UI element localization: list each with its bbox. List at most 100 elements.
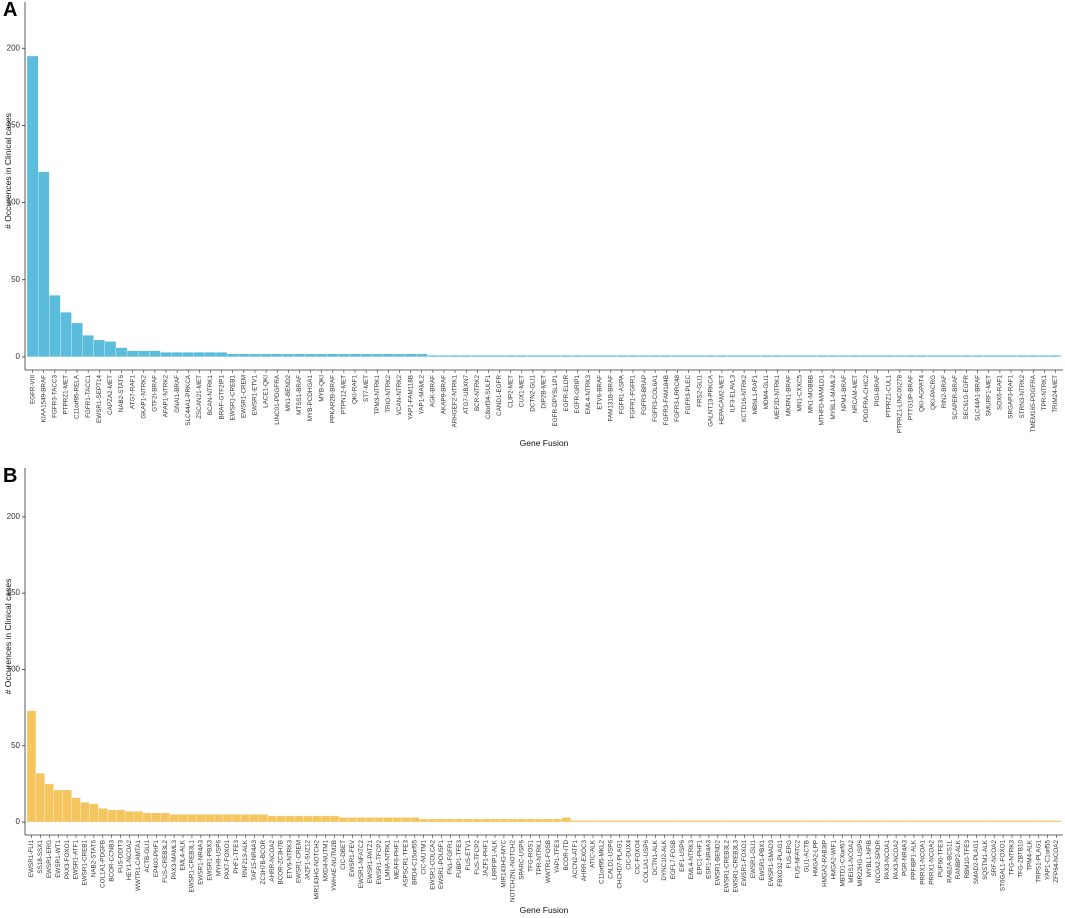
bar <box>882 820 892 823</box>
x-tick-label: YAP1-MAML2 <box>418 375 425 415</box>
x-tick-label: EWSR1-GLI1 <box>750 840 757 879</box>
x-tick-label: PHF1-TFE3 <box>233 840 240 874</box>
bar <box>258 814 268 823</box>
x-tick-label: NOTCH2NL-NOTCH2 <box>509 840 516 902</box>
bar <box>393 353 406 358</box>
bar <box>980 820 990 823</box>
x-tick-label: FBXO32-PLAG1 <box>777 840 784 887</box>
bar <box>682 355 695 358</box>
bar <box>802 820 812 823</box>
x-tick-label: EWSR1-CREB1 <box>229 375 236 421</box>
bar <box>757 820 768 823</box>
bar <box>371 353 383 358</box>
x-tick-label: GLI1-ACTB <box>804 840 811 873</box>
bar <box>659 820 669 823</box>
x-tick-label: TFG-NTRK3 <box>1009 840 1016 876</box>
x-tick-label: HEPACAM2-MET <box>719 375 726 425</box>
bar <box>214 814 224 823</box>
x-tick-label: EWSR1-PBX1 <box>759 840 766 881</box>
x-tick-label: FGFR3-LRRC48 <box>674 375 681 422</box>
bar <box>722 820 732 823</box>
bar <box>126 350 139 358</box>
x-tick-label: EWSR1-COLCA2 <box>429 840 436 890</box>
bar <box>62 789 72 823</box>
x-tick-label: EGFL7-FOSB <box>670 840 677 879</box>
bar <box>649 355 661 358</box>
bar <box>404 353 417 358</box>
bar <box>182 352 194 358</box>
bar <box>504 355 517 358</box>
bar <box>534 818 545 823</box>
y-tick-label: 0 <box>16 352 21 361</box>
x-tick-label: ZSCAN21-MET <box>196 375 203 419</box>
bar <box>445 818 456 823</box>
bar <box>579 820 589 823</box>
bar <box>472 818 482 823</box>
bar <box>1043 820 1053 823</box>
x-tick-label: FGFR3-BRAP <box>641 375 648 415</box>
bar <box>410 817 420 823</box>
y-tick-label: 50 <box>11 275 20 284</box>
x-tick-label: HEY1-NCOA2 <box>126 840 133 881</box>
bar <box>427 818 438 823</box>
bar <box>482 355 495 358</box>
x-tick-label: COL1A1-USP6 <box>643 840 650 883</box>
x-tick-label: EWSR1-CREB1 <box>82 840 89 886</box>
bar <box>392 817 402 823</box>
bar <box>1007 820 1017 823</box>
x-tick-label: EWSR1-CREB3L1 <box>189 840 196 893</box>
x-tick-label: TFG-ZBTB10 <box>1018 840 1025 878</box>
x-tick-label: EGFR-ELDR <box>563 375 570 412</box>
x-tick-label: SLC44A1-BRAF <box>974 375 981 421</box>
bar <box>805 355 817 358</box>
x-tick-label: WWTR1-FOSB <box>545 840 552 883</box>
x-tick-label: HMGA2-LPP <box>813 840 820 876</box>
bar <box>517 818 527 823</box>
x-tick-label: EWSR1-FLI1 <box>28 840 35 878</box>
bar <box>303 815 313 823</box>
x-tick-label: NAB2-STAT6 <box>91 840 98 878</box>
x-tick-label: CAND1-EGFR <box>496 375 503 416</box>
x-tick-label: CIC-FOXO4 <box>634 840 641 875</box>
bar <box>891 820 901 823</box>
bar <box>60 311 72 358</box>
bar <box>1049 355 1062 358</box>
y-tick-label: 200 <box>7 43 21 52</box>
bar <box>115 809 126 823</box>
bar <box>35 773 46 823</box>
x-tick-label: GNAI1-BRAF <box>174 375 181 413</box>
bar <box>552 818 563 823</box>
x-tick-label: EWSR1-TFCP2 <box>376 840 383 885</box>
x-tick-label: RBM10-TFE3 <box>964 840 971 879</box>
bar <box>953 820 964 823</box>
x-tick-label: YWHAE-NUTM2B <box>331 840 338 891</box>
x-tick-label: PPFIBP1-ALK <box>911 839 918 880</box>
x-tick-label: ARHGEF2-NTRK1 <box>452 375 459 428</box>
x-tick-label: EML4-NTRK3 <box>585 375 592 415</box>
x-tick-label: ATG7-UBXN7 <box>463 375 470 415</box>
x-tick-label: KIAA1549-BRAF <box>40 375 47 422</box>
x-tick-label: EML4-ALK <box>180 839 187 870</box>
bar <box>998 820 1008 823</box>
bar <box>944 820 955 823</box>
x-tick-label: EWSR1-CREB3L2 <box>723 840 730 893</box>
x-tick-label: STRN3-NTRK2 <box>1019 375 1026 419</box>
x-axis-title: Gene Fusion <box>520 438 569 448</box>
x-tick-label: MTHFD-MAMLD1 <box>819 375 826 426</box>
x-tick-label: PRRX1-NCOA2 <box>928 840 935 885</box>
x-tick-label: FUS-ERG <box>786 840 793 868</box>
bar <box>196 814 206 823</box>
bar <box>671 355 684 358</box>
bar <box>989 820 999 823</box>
x-tick-label: DIP2B-MET <box>541 375 548 409</box>
x-tick-label: EWSR1-BEND2 <box>715 840 722 886</box>
bar <box>855 820 866 823</box>
x-tick-label: TAF15-NR4A3 <box>251 840 258 881</box>
bar <box>811 820 821 823</box>
bar <box>597 820 607 823</box>
bar <box>338 817 349 823</box>
x-tick-label: AFAP1-NTRK2 <box>163 375 170 418</box>
x-tick-label: C8orf34-SULF1 <box>485 375 492 420</box>
x-tick-label: DCTN1-ALK <box>652 839 659 875</box>
x-tick-label: MBNL1-RAF1 <box>752 375 759 415</box>
